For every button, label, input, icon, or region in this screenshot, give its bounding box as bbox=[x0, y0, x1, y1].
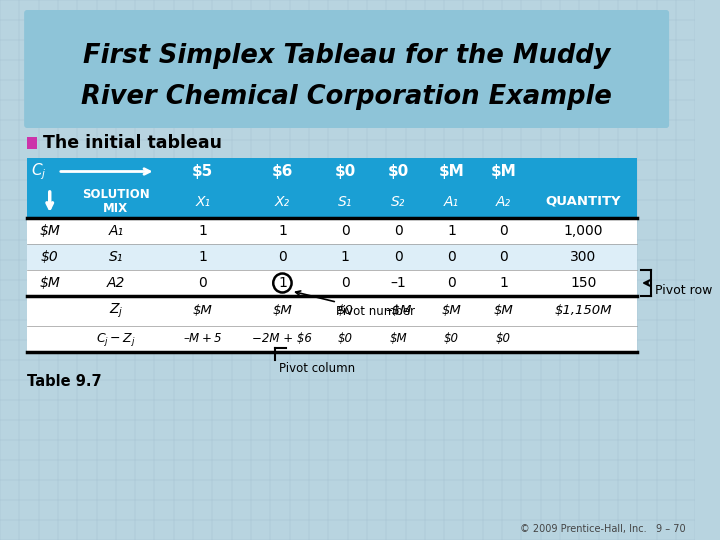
Text: 0: 0 bbox=[341, 224, 349, 238]
Text: –$M: –$M bbox=[385, 305, 411, 318]
Text: 0: 0 bbox=[394, 250, 402, 264]
Text: X₂: X₂ bbox=[275, 194, 290, 208]
Text: 1: 1 bbox=[499, 276, 508, 290]
Text: Pivot row: Pivot row bbox=[654, 285, 712, 298]
Text: Pivot column: Pivot column bbox=[279, 362, 355, 375]
Text: $M: $M bbox=[193, 305, 212, 318]
Text: River Chemical Corporation Example: River Chemical Corporation Example bbox=[81, 84, 612, 110]
Text: $0: $0 bbox=[444, 333, 459, 346]
Text: SOLUTION
MIX: SOLUTION MIX bbox=[82, 187, 150, 215]
Bar bbox=[27, 185, 637, 218]
Text: QUANTITY: QUANTITY bbox=[545, 195, 621, 208]
Text: $0: $0 bbox=[387, 164, 409, 179]
Text: –$M + $5: –$M + $5 bbox=[183, 333, 222, 346]
Bar bbox=[27, 326, 637, 352]
Text: 0: 0 bbox=[499, 250, 508, 264]
Text: A₁: A₁ bbox=[108, 224, 123, 238]
Bar bbox=[27, 137, 37, 149]
Text: A₂: A₂ bbox=[496, 194, 511, 208]
Text: 1: 1 bbox=[447, 224, 456, 238]
Text: 1: 1 bbox=[198, 250, 207, 264]
Text: X₁: X₁ bbox=[195, 194, 210, 208]
Text: $0: $0 bbox=[41, 250, 58, 264]
Text: © 2009 Prentice-Hall, Inc.   9 – 70: © 2009 Prentice-Hall, Inc. 9 – 70 bbox=[520, 524, 685, 534]
Text: $C_j - Z_j$: $C_j - Z_j$ bbox=[96, 330, 136, 348]
Text: $M: $M bbox=[40, 276, 60, 290]
Text: $Z_j$: $Z_j$ bbox=[109, 302, 123, 320]
Bar bbox=[27, 296, 637, 326]
Text: $0: $0 bbox=[338, 333, 353, 346]
Text: 0: 0 bbox=[341, 276, 349, 290]
Text: $0: $0 bbox=[496, 333, 511, 346]
Text: 1: 1 bbox=[341, 250, 350, 264]
Text: Pivot number: Pivot number bbox=[296, 291, 415, 318]
Text: 0: 0 bbox=[447, 276, 456, 290]
Text: $M: $M bbox=[40, 224, 60, 238]
Text: A₁: A₁ bbox=[444, 194, 459, 208]
Text: 150: 150 bbox=[570, 276, 596, 290]
Text: $0: $0 bbox=[335, 164, 356, 179]
Text: $M: $M bbox=[273, 305, 292, 318]
Text: S₂: S₂ bbox=[391, 194, 405, 208]
Text: 1: 1 bbox=[198, 224, 207, 238]
Text: S₁: S₁ bbox=[338, 194, 352, 208]
Text: −2M + $6: −2M + $6 bbox=[253, 333, 312, 346]
Text: 0: 0 bbox=[278, 250, 287, 264]
Text: $M: $M bbox=[490, 164, 516, 179]
Bar bbox=[27, 270, 637, 296]
Text: A2: A2 bbox=[107, 276, 125, 290]
Text: 0: 0 bbox=[199, 276, 207, 290]
Text: $5: $5 bbox=[192, 164, 213, 179]
Text: $M: $M bbox=[438, 164, 464, 179]
Text: First Simplex Tableau for the Muddy: First Simplex Tableau for the Muddy bbox=[83, 43, 611, 69]
Text: 1,000: 1,000 bbox=[564, 224, 603, 238]
FancyBboxPatch shape bbox=[24, 10, 669, 128]
Text: –1: –1 bbox=[390, 276, 406, 290]
Text: $M: $M bbox=[494, 305, 513, 318]
Text: The initial tableau: The initial tableau bbox=[43, 134, 222, 152]
Bar bbox=[27, 244, 637, 270]
Bar bbox=[27, 158, 637, 185]
Text: $6: $6 bbox=[271, 164, 293, 179]
Text: 0: 0 bbox=[394, 224, 402, 238]
Text: 300: 300 bbox=[570, 250, 596, 264]
Text: 0: 0 bbox=[499, 224, 508, 238]
Text: $C_j$: $C_j$ bbox=[31, 161, 47, 182]
Text: Table 9.7: Table 9.7 bbox=[27, 374, 102, 389]
Text: $1,150M: $1,150M bbox=[554, 305, 612, 318]
Text: $0: $0 bbox=[337, 305, 354, 318]
Text: $M: $M bbox=[441, 305, 462, 318]
Text: 1: 1 bbox=[278, 224, 287, 238]
Text: 0: 0 bbox=[447, 250, 456, 264]
Bar bbox=[27, 218, 637, 244]
Text: S₁: S₁ bbox=[109, 250, 123, 264]
Text: 1: 1 bbox=[278, 276, 287, 290]
Text: $M: $M bbox=[390, 333, 407, 346]
